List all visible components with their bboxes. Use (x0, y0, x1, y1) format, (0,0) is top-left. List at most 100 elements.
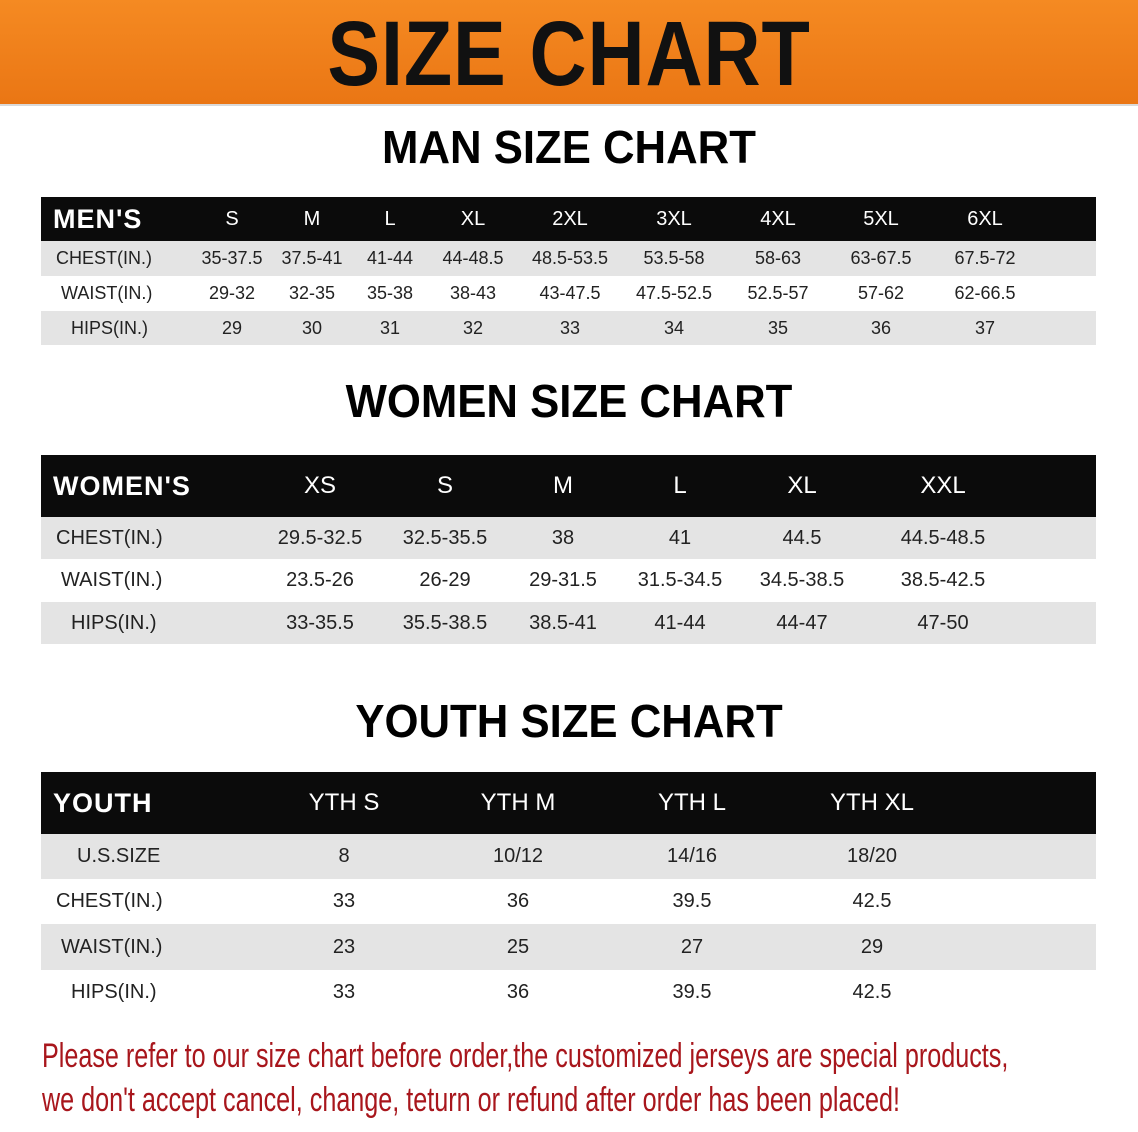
measurement-value: 36 (870, 317, 892, 338)
size-column-header: M (553, 472, 573, 499)
size-column-header: 6XL (967, 207, 1003, 230)
table-row: WAIST(IN.) 29-32 32-35 35-38 38-43 43-47.5 47.… (41, 276, 1096, 311)
measurement-value: 36 (506, 890, 530, 912)
size-column-header: XXL (920, 472, 966, 499)
measurement-value: 47.5-52.5 (635, 283, 713, 303)
measurement-value: 67.5-72 (954, 248, 1016, 268)
measurement-value: 18/20 (846, 845, 898, 867)
measurement-value: 34 (663, 317, 685, 338)
size-column-header: 5XL (863, 207, 899, 230)
measurement-label: CHEST(IN.) (56, 890, 163, 912)
measurement-value: 39.5 (672, 981, 712, 1003)
size-column-header: YTH M (480, 789, 556, 816)
measurement-value: 42.5 (852, 890, 892, 912)
size-column-header: YTH XL (829, 789, 915, 816)
measurement-value: 32.5-35.5 (402, 526, 488, 549)
measurement-label: CHEST(IN.) (56, 248, 152, 268)
measurement-value: 52.5-57 (747, 283, 809, 303)
measurement-value: 34.5-38.5 (759, 569, 845, 591)
table-row: U.S.SIZE 8 10/12 14/16 18/20 (41, 834, 1096, 879)
measurement-value: 30 (301, 317, 323, 338)
measurement-value: 41 (668, 526, 692, 549)
banner: SIZE CHART (0, 0, 1138, 106)
men-section-title: MAN SIZE CHART (382, 121, 756, 173)
measurement-value: 23.5-26 (286, 569, 354, 591)
measurement-label: HIPS(IN.) (71, 981, 157, 1003)
table-row: HIPS(IN.) 33-35.5 35.5-38.5 38.5-41 41-44 44-… (41, 602, 1096, 644)
measurement-value: 32-35 (288, 283, 336, 303)
measurement-value: 31.5-34.5 (637, 569, 723, 591)
measurement-value: 33-35.5 (286, 611, 354, 634)
measurement-value: 37 (974, 317, 996, 338)
size-column-header: S (436, 472, 453, 499)
header-row: YOUTH YTH S YTH M YTH L YTH XL (41, 772, 1096, 834)
table-row: HIPS(IN.) 33 36 39.5 42.5 (41, 970, 1096, 1015)
measurement-value: 53.5-58 (643, 248, 705, 268)
measurement-value: 29.5-32.5 (277, 526, 363, 549)
size-column-header: L (384, 207, 396, 230)
measurement-value: 38-43 (449, 283, 497, 303)
policy-note-line-2: we don't accept cancel, change, teturn o… (42, 1081, 900, 1119)
measurement-value: 31 (379, 317, 401, 338)
size-column-header: 3XL (656, 207, 692, 230)
measurement-value: 39.5 (672, 890, 712, 912)
measurement-value: 29 (221, 317, 243, 338)
size-column-header: YTH L (657, 789, 726, 816)
measurement-label: CHEST(IN.) (56, 526, 163, 549)
policy-note-line-1: Please refer to our size chart before or… (42, 1037, 1009, 1075)
measurement-value: 33 (559, 317, 581, 338)
header-label: WOMEN'S (53, 470, 191, 501)
measurement-value: 14/16 (666, 845, 718, 867)
measurement-value: 42.5 (852, 981, 892, 1003)
measurement-label: HIPS(IN.) (71, 611, 157, 634)
measurement-value: 47-50 (917, 611, 969, 634)
size-column-header: M (303, 207, 321, 230)
measurement-value: 48.5-53.5 (531, 248, 609, 268)
size-column-header: 2XL (552, 207, 588, 230)
measurement-label: HIPS(IN.) (71, 317, 149, 338)
measurement-value: 32 (462, 317, 484, 338)
measurement-value: 27 (680, 935, 704, 958)
women-section-title: WOMEN SIZE CHART (345, 375, 793, 427)
measurement-value: 63-67.5 (850, 248, 912, 268)
measurement-value: 36 (506, 981, 530, 1003)
measurement-value: 25 (506, 935, 530, 958)
measurement-label: WAIST(IN.) (61, 935, 163, 958)
measurement-label: WAIST(IN.) (61, 569, 163, 591)
measurement-value: 44.5 (782, 526, 822, 549)
measurement-value: 29-31.5 (529, 569, 597, 591)
measurement-value: 43-47.5 (539, 283, 601, 303)
youth-section-title: YOUTH SIZE CHART (355, 695, 783, 747)
table-row: HIPS(IN.) 29 30 31 32 33 34 35 36 37 (41, 311, 1096, 345)
banner-title: SIZE CHART (327, 3, 811, 105)
table-row: CHEST(IN.) 35-37.5 37.5-41 41-44 44-48.5 48.5… (41, 241, 1096, 276)
table-row: CHEST(IN.) 33 36 39.5 42.5 (41, 879, 1096, 924)
size-column-header: 4XL (760, 207, 796, 230)
measurement-label: U.S.SIZE (77, 845, 161, 867)
measurement-value: 44.5-48.5 (900, 526, 986, 549)
measurement-value: 33 (332, 890, 356, 912)
measurement-value: 44-47 (776, 611, 828, 634)
measurement-value: 38 (551, 526, 575, 549)
size-column-header: L (673, 472, 687, 499)
measurement-value: 41-44 (366, 248, 414, 268)
header-row: WOMEN'S XS S M L XL XXL (41, 455, 1096, 517)
header-label: YOUTH (53, 787, 153, 818)
measurement-value: 35.5-38.5 (402, 611, 488, 634)
table-row: WAIST(IN.) 23.5-26 26-29 29-31.5 31.5-34.5 34… (41, 559, 1096, 602)
measurement-value: 35-37.5 (201, 248, 263, 268)
measurement-value: 33 (332, 981, 356, 1003)
size-column-header: YTH S (308, 789, 380, 816)
measurement-value: 29 (860, 935, 884, 958)
measurement-value: 38.5-41 (529, 611, 597, 634)
measurement-value: 29-32 (208, 283, 256, 303)
size-column-header: XL (787, 472, 817, 499)
measurement-label: WAIST(IN.) (61, 283, 153, 303)
header-label: MEN'S (53, 203, 143, 234)
measurement-value: 37.5-41 (281, 248, 343, 268)
measurement-value: 41-44 (654, 611, 706, 634)
measurement-value: 58-63 (754, 248, 802, 268)
measurement-value: 10/12 (492, 845, 544, 867)
size-column-header: S (225, 207, 239, 230)
table-row: CHEST(IN.) 29.5-32.5 32.5-35.5 38 41 44.5 44.5… (41, 517, 1096, 559)
